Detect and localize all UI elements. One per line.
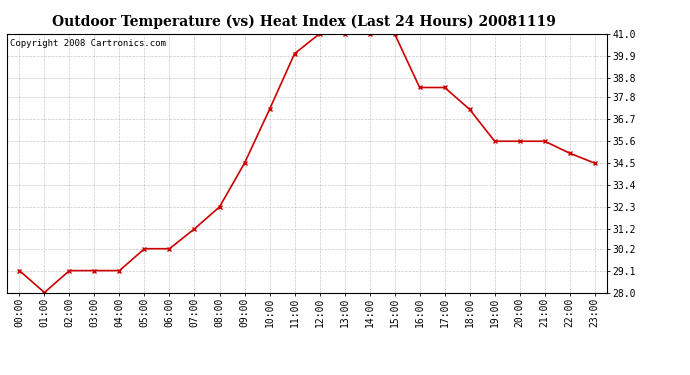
Text: Outdoor Temperature (vs) Heat Index (Last 24 Hours) 20081119: Outdoor Temperature (vs) Heat Index (Las… bbox=[52, 15, 555, 29]
Text: Copyright 2008 Cartronics.com: Copyright 2008 Cartronics.com bbox=[10, 39, 166, 48]
